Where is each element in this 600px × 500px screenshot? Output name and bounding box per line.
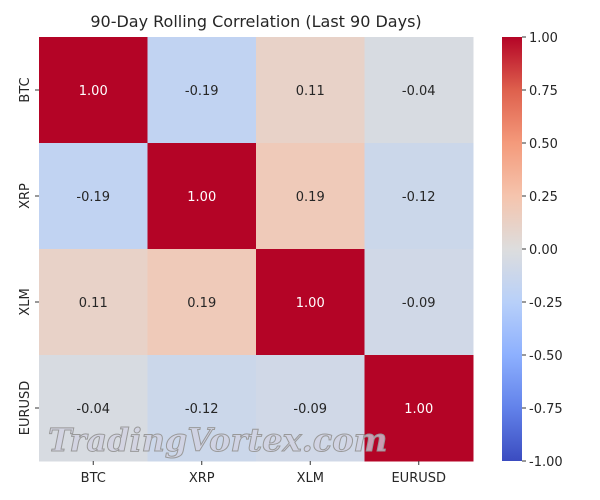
heatmap-cell xyxy=(364,37,474,144)
heatmap-cell xyxy=(147,355,257,462)
colorbar-tick-label: 0.00 xyxy=(529,243,558,258)
heatmap-cell xyxy=(256,143,365,250)
colorbar-tick-label: 0.50 xyxy=(529,137,558,152)
cell-value-label: -0.09 xyxy=(402,296,436,311)
cell-value-label: -0.19 xyxy=(185,84,219,99)
y-tick-label: XLM xyxy=(18,288,33,315)
cell-value-label: -0.12 xyxy=(402,190,436,205)
cell-value-label: -0.09 xyxy=(293,402,327,417)
y-tick-label: BTC xyxy=(18,77,33,102)
heatmap-cell xyxy=(256,37,365,144)
colorbar-tick-label: -0.75 xyxy=(529,402,563,417)
cell-value-label: 0.11 xyxy=(79,296,108,311)
heatmap-cell xyxy=(147,37,257,144)
cell-value-label: 0.19 xyxy=(187,296,216,311)
colorbar-tick-label: -0.50 xyxy=(529,349,563,364)
watermark: TradingVortex.com xyxy=(47,421,388,459)
cell-value-label: 0.19 xyxy=(296,190,325,205)
cell-value-label: -0.04 xyxy=(402,84,436,99)
heatmap-cell xyxy=(364,143,474,250)
heatmap-cell xyxy=(39,37,148,144)
colorbar-tick-label: 0.25 xyxy=(529,190,558,205)
x-tick-label: XLM xyxy=(297,471,324,486)
colorbar xyxy=(502,37,522,461)
heatmap-cell xyxy=(39,249,148,356)
heatmap-cell xyxy=(256,355,365,462)
y-tick-label: XRP xyxy=(18,183,33,209)
y-tick-label: EURUSD xyxy=(18,381,33,436)
cell-value-label: 1.00 xyxy=(404,402,433,417)
heatmap-cell xyxy=(364,249,474,356)
heatmap-cell xyxy=(256,249,365,356)
colorbar-tick-label: -1.00 xyxy=(529,455,563,470)
heatmap-cell xyxy=(39,355,148,462)
cell-value-label: 0.11 xyxy=(296,84,325,99)
heatmap-cell xyxy=(147,249,257,356)
x-tick-label: BTC xyxy=(81,471,106,486)
cell-value-label: -0.19 xyxy=(76,190,110,205)
cell-value-label: -0.12 xyxy=(185,402,219,417)
cell-value-label: -0.04 xyxy=(76,402,110,417)
colorbar-tick-label: -0.25 xyxy=(529,296,563,311)
colorbar-tick-label: 0.75 xyxy=(529,84,558,99)
heatmap-cell xyxy=(39,143,148,250)
cell-value-label: 1.00 xyxy=(296,296,325,311)
cell-value-label: 1.00 xyxy=(79,84,108,99)
heatmap-cell xyxy=(364,355,474,462)
x-tick-label: EURUSD xyxy=(391,471,446,486)
heatmap-cell xyxy=(147,143,257,250)
cell-value-label: 1.00 xyxy=(187,190,216,205)
colorbar-tick-label: 1.00 xyxy=(529,31,558,46)
chart-title: 90-Day Rolling Correlation (Last 90 Days… xyxy=(90,12,422,31)
x-tick-label: XRP xyxy=(189,471,215,486)
